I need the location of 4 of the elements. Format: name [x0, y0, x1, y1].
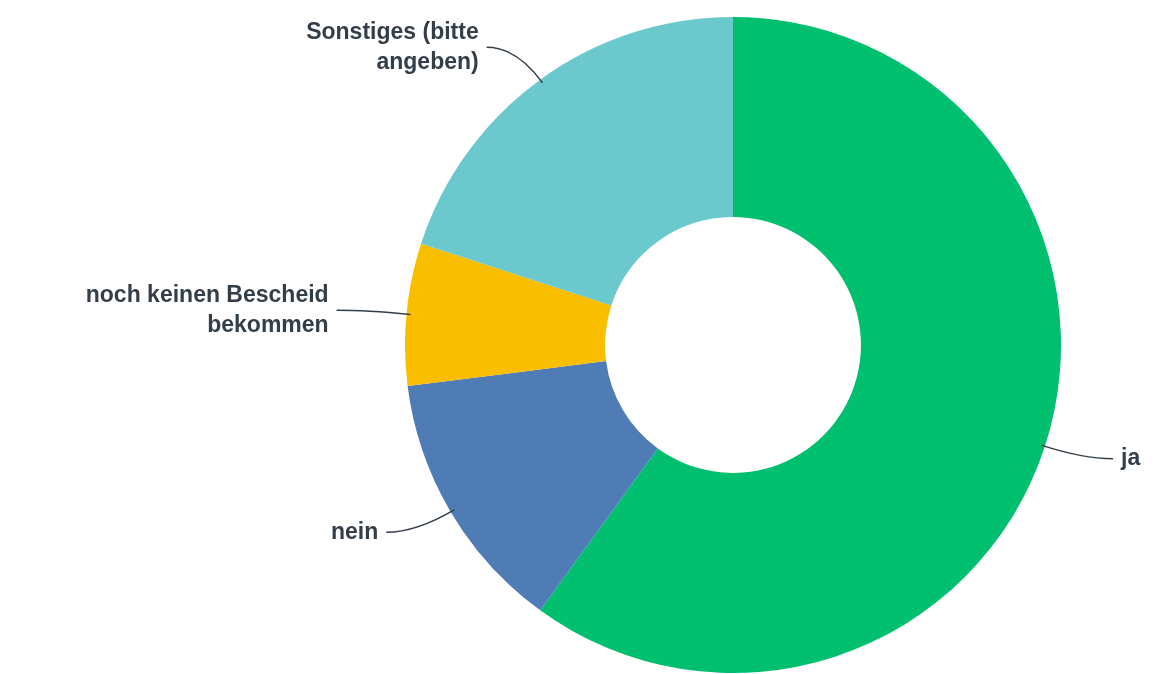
slice-label: Sonstiges (bitte angeben) — [306, 17, 479, 74]
slice-label: noch keinen Bescheid bekommen — [85, 280, 329, 337]
slice-label: nein — [330, 517, 379, 544]
slice-label: ja — [1119, 444, 1141, 471]
